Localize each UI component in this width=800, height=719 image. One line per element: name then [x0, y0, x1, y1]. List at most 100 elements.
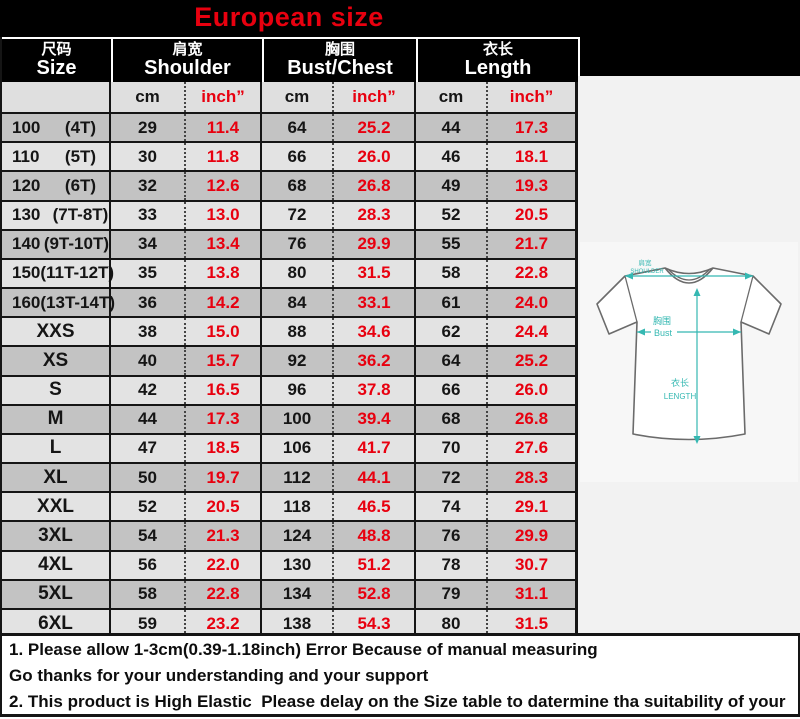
bust-cm-cell: 76 [262, 230, 334, 258]
shoulder-cm-cell: 44 [111, 405, 186, 433]
length-cm-cell: 61 [416, 289, 488, 317]
column-header-size-zh: 尺码 [41, 40, 72, 58]
column-header-length: 衣长 Length [418, 39, 580, 82]
size-label: XS [42, 349, 69, 371]
note-line-2: Go thanks for your understanding and you… [9, 666, 429, 685]
table-row: 120 (6T) 32 12.6 68 26.8 49 19.3 [2, 172, 580, 202]
shoulder-cm-cell: 33 [111, 201, 186, 229]
table-row: S 42 16.5 96 37.8 66 26.0 [2, 376, 580, 406]
bust-cm-cell: 118 [262, 493, 334, 521]
size-label: XXL [37, 495, 74, 517]
column-header-size-en: Size [36, 56, 77, 79]
bust-inch-cell: 46.5 [334, 493, 416, 521]
bust-inch-cell: 36.2 [334, 347, 416, 375]
bust-cm-cell: 68 [262, 172, 334, 200]
shoulder-inch-cell: 15.7 [186, 347, 262, 375]
bust-inch-cell: 25.2 [334, 114, 416, 142]
shoulder-cm-cell: 58 [111, 580, 186, 608]
size-cell: 3XL [2, 522, 111, 550]
bust-label-zh: 胸围 [653, 315, 671, 326]
shoulder-inch-cell: 22.8 [186, 580, 262, 608]
shoulder-inch-cell: 15.0 [186, 318, 262, 346]
collar-outer-line [664, 267, 714, 284]
size-cell: 6XL [2, 609, 111, 638]
units-shoulder-cm: cm [111, 82, 186, 112]
size-cell: 150 (11T-12T) [2, 259, 114, 288]
size-label: 4XL [38, 554, 73, 576]
shoulder-cm-cell: 35 [111, 259, 186, 288]
length-inch-cell: 17.3 [488, 114, 578, 142]
size-tag: (4T) [64, 117, 97, 137]
tshirt-diagram: 肩宽 SHOULDER 胸围 Bust 衣长 LENGTH [596, 258, 782, 444]
length-inch-cell: 19.3 [488, 172, 578, 200]
size-cell: 130 (7T-8T) [2, 201, 111, 229]
units-shoulder-inch: inch” [186, 82, 262, 112]
table-row: XXS 38 15.0 88 34.6 62 24.4 [2, 318, 580, 348]
size-cell: XXL [2, 493, 111, 521]
bust-inch-cell: 44.1 [334, 464, 416, 492]
column-header-shoulder-zh: 肩宽 [172, 40, 203, 58]
length-inch-cell: 26.0 [488, 376, 578, 404]
bust-inch-cell: 51.2 [334, 551, 416, 579]
shoulder-inch-cell: 17.3 [186, 405, 262, 433]
bust-cm-cell: 106 [262, 434, 334, 463]
length-inch-cell: 30.7 [488, 551, 578, 579]
column-header-bust: 胸围 Bust/Chest [264, 39, 418, 82]
shoulder-inch-cell: 11.8 [186, 143, 262, 171]
column-header-length-zh: 衣长 [482, 40, 513, 58]
shoulder-inch-cell: 21.3 [186, 522, 262, 550]
shoulder-inch-cell: 13.4 [186, 230, 262, 258]
table-row: 5XL 58 22.8 134 52.8 79 31.1 [2, 580, 580, 610]
length-cm-cell: 58 [416, 259, 488, 288]
length-cm-cell: 64 [416, 347, 488, 375]
column-header-length-en: Length [464, 56, 532, 79]
shoulder-cm-cell: 47 [111, 434, 186, 463]
size-label: 110 [12, 146, 40, 166]
length-inch-cell: 24.0 [488, 289, 578, 317]
length-cm-cell: 76 [416, 522, 488, 550]
size-label: 150 [12, 263, 41, 283]
size-label: M [47, 408, 64, 430]
length-inch-cell: 21.7 [488, 230, 578, 258]
length-cm-cell: 74 [416, 493, 488, 521]
size-label: 120 [12, 175, 41, 195]
column-header-shoulder: 肩宽 Shoulder [113, 39, 264, 82]
size-cell: 160 (13T-14T) [2, 289, 115, 317]
size-label: 6XL [38, 612, 73, 634]
table-row: 6XL 59 23.2 138 54.3 80 31.5 [2, 609, 580, 638]
bust-cm-cell: 134 [262, 580, 334, 608]
shoulder-inch-cell: 19.7 [186, 464, 262, 492]
shoulder-cm-cell: 30 [111, 143, 186, 171]
size-label: S [49, 379, 62, 401]
length-cm-cell: 62 [416, 318, 488, 346]
bust-inch-cell: 34.6 [334, 318, 416, 346]
shoulder-cm-cell: 54 [111, 522, 186, 550]
length-cm-cell: 55 [416, 230, 488, 258]
bust-cm-cell: 100 [262, 405, 334, 433]
bust-cm-cell: 96 [262, 376, 334, 404]
size-cell: M [2, 405, 111, 433]
length-inch-cell: 26.8 [488, 405, 578, 433]
bust-arrow-right [733, 328, 741, 336]
size-tag: (7T-8T) [52, 205, 109, 225]
table-row: XL 50 19.7 112 44.1 72 28.3 [2, 464, 580, 494]
bust-cm-cell: 138 [262, 609, 334, 638]
size-label: XL [43, 466, 68, 488]
size-label: 100 [12, 117, 41, 137]
size-label: XXS [36, 320, 75, 342]
length-cm-cell: 52 [416, 201, 488, 229]
length-arrow-bottom [693, 436, 701, 444]
bust-inch-cell: 31.5 [334, 259, 416, 288]
table-row: L 47 18.5 106 41.7 70 27.6 [2, 434, 580, 465]
length-inch-cell: 31.1 [488, 580, 578, 608]
length-inch-cell: 24.4 [488, 318, 578, 346]
length-inch-cell: 27.6 [488, 434, 578, 463]
bust-inch-cell: 33.1 [334, 289, 416, 317]
column-header-size: 尺码 Size [2, 39, 113, 82]
size-label: L [49, 437, 62, 459]
shoulder-label-zh: 肩宽 [639, 258, 653, 267]
bust-cm-cell: 88 [262, 318, 334, 346]
bust-cm-cell: 124 [262, 522, 334, 550]
size-cell: L [2, 434, 111, 463]
column-header-bust-zh: 胸围 [324, 40, 355, 58]
